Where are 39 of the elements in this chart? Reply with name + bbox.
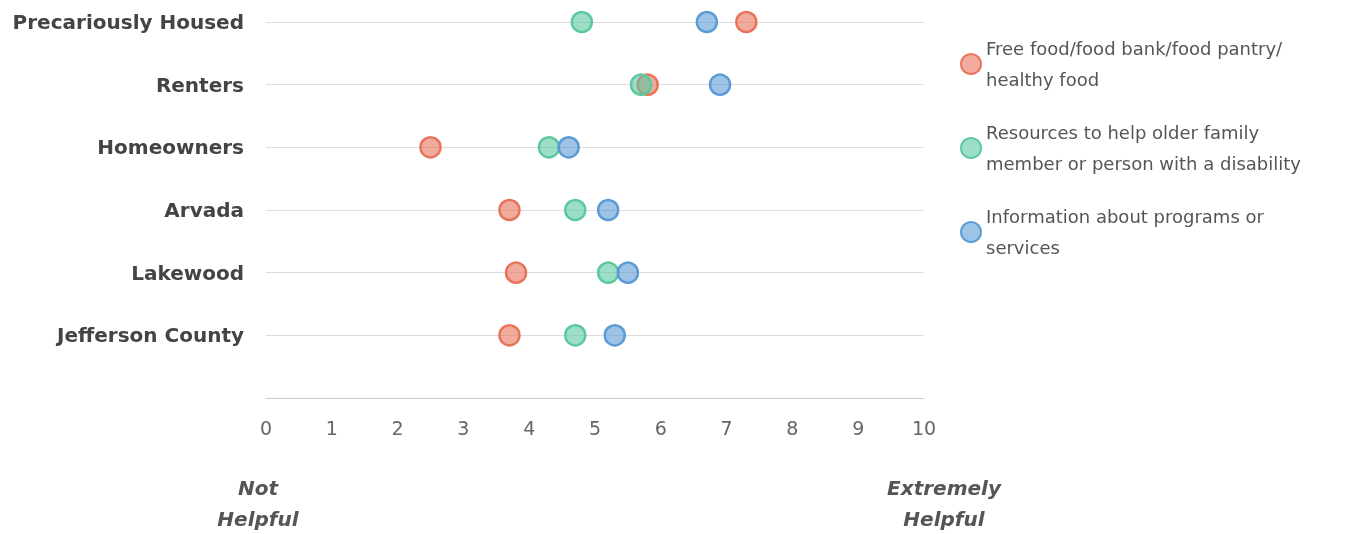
- point: [735, 10, 758, 34]
- y-tick-label: Jefferson County: [55, 323, 244, 348]
- x-tick-label: 9: [852, 416, 865, 439]
- point: [629, 73, 653, 96]
- y-tick-label: Renters: [155, 72, 244, 97]
- point: [537, 136, 561, 159]
- y-tick-label: Precariously Housed: [12, 10, 244, 34]
- point: [564, 198, 587, 222]
- point: [570, 10, 594, 34]
- point: [695, 10, 719, 34]
- x-tick-label: 8: [786, 416, 799, 439]
- x-tick-label: 0: [259, 416, 273, 439]
- x-tick-label: 2: [391, 416, 404, 439]
- legend-label: Information about programs or services: [986, 206, 1270, 258]
- point: [603, 324, 626, 347]
- x-tick-label: 7: [720, 416, 733, 439]
- y-tick-label: Homeowners: [97, 135, 244, 160]
- text: Not Helpful: [217, 475, 300, 531]
- legend-label: Free food/food bank/food pantry/healthy food: [986, 38, 1284, 90]
- x-tick-label: 4: [523, 416, 536, 439]
- text: Extremely Helpful: [887, 475, 1002, 531]
- legend-label: Resources to help older family member or person with a disability: [986, 122, 1302, 174]
- y-tick-label: Arvada: [164, 198, 244, 222]
- point: [616, 261, 640, 284]
- x-tick-label: 3: [457, 416, 470, 439]
- point: [564, 324, 587, 347]
- point: [419, 136, 442, 159]
- point: [498, 324, 521, 347]
- x-tick-label: 1: [325, 416, 338, 439]
- point: [557, 136, 580, 159]
- x-tick-label: 5: [588, 416, 602, 439]
- x-tick-label: 6: [654, 416, 667, 439]
- y-tick-label: Lakewood: [131, 260, 244, 285]
- point: [504, 261, 528, 284]
- point: [708, 73, 732, 96]
- point: [498, 198, 521, 222]
- point: [596, 198, 620, 222]
- point: [596, 261, 620, 284]
- x-tick-label: 10: [911, 416, 937, 439]
